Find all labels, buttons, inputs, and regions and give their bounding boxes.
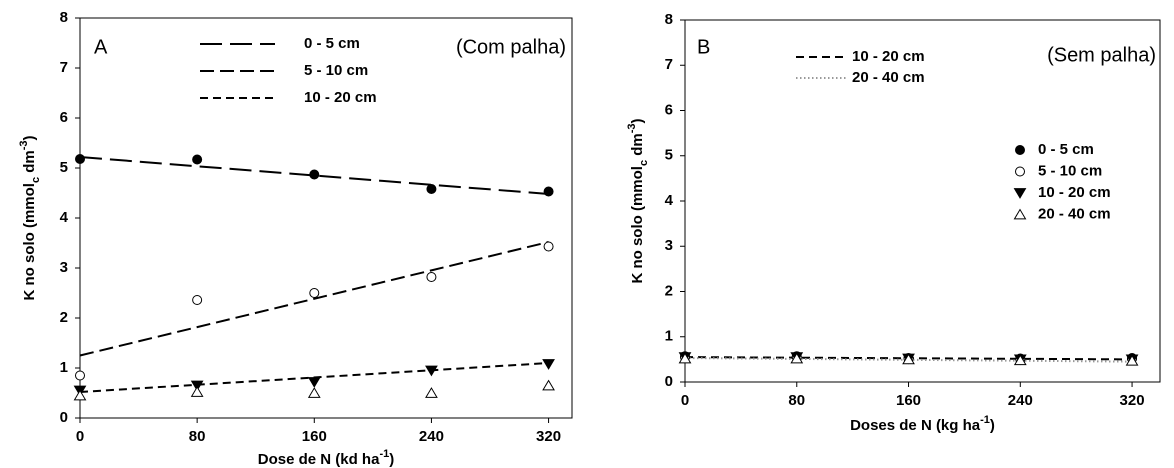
y-axis-label: K no solo (mmolc dm-3) — [626, 118, 650, 283]
fit-line — [79, 156, 549, 195]
x-tick-label: 320 — [1120, 392, 1145, 409]
y-tick-label: 2 — [60, 309, 68, 326]
data-point — [307, 387, 321, 398]
legend-label: 10 - 20 cm — [852, 48, 925, 65]
y-tick-label: 4 — [60, 209, 69, 226]
data-point — [75, 154, 85, 164]
panel-label: A — [94, 36, 108, 58]
data-point — [425, 365, 438, 377]
legend-marker — [1013, 188, 1027, 199]
y-label-part: K no solo (mmol — [629, 166, 646, 284]
data-point — [678, 352, 692, 364]
y-tick-label: 6 — [60, 109, 68, 126]
y-label-part: ) — [629, 118, 646, 123]
x-tick-label: 240 — [419, 428, 444, 445]
legend-label: 20 - 40 cm — [1038, 205, 1111, 222]
data-point — [543, 186, 554, 197]
y-label-part: K no solo (mmol — [21, 183, 38, 301]
legend-marker — [1015, 166, 1025, 177]
panel-label: B — [697, 36, 710, 58]
legend-label: 10 - 20 cm — [1038, 184, 1111, 201]
data-point — [192, 295, 203, 305]
fit-line — [79, 241, 549, 357]
data-point — [192, 154, 203, 165]
y-tick-label: 1 — [60, 359, 68, 376]
legend-label: 0 - 5 cm — [304, 35, 360, 52]
data-point — [542, 379, 555, 391]
data-point — [426, 184, 437, 194]
y-axis-label: K no solo (mmolc dm-3) — [18, 135, 42, 300]
legend-label: 5 - 10 cm — [1038, 162, 1102, 179]
data-point — [309, 288, 320, 298]
x-tick-label: 80 — [788, 392, 805, 409]
x-label-part: -1 — [379, 448, 389, 460]
x-tick-label: 0 — [681, 392, 689, 409]
x-axis-label: Doses de N (kg ha-1) — [850, 414, 995, 434]
legend-marker — [1013, 208, 1027, 220]
data-point — [309, 169, 320, 180]
data-point — [902, 353, 915, 365]
x-axis-label: Dose de N (kd ha-1) — [258, 448, 394, 468]
data-point — [426, 272, 437, 282]
legend-label: 10 - 20 cm — [304, 89, 377, 106]
y-label-part: dm — [21, 150, 38, 177]
x-label-part: -1 — [980, 414, 990, 426]
legend-label: 20 - 40 cm — [852, 69, 925, 86]
y-tick-label: 5 — [60, 159, 68, 176]
x-tick-label: 240 — [1008, 392, 1033, 409]
y-tick-label: 4 — [665, 192, 674, 209]
x-tick-label: 0 — [76, 428, 84, 445]
y-label-part: c — [638, 160, 650, 166]
x-tick-label: 80 — [189, 428, 206, 445]
x-tick-label: 320 — [536, 428, 561, 445]
x-label-part: Doses de N (kg ha — [850, 417, 981, 434]
y-tick-label: 7 — [665, 56, 673, 73]
data-point — [73, 389, 87, 401]
y-tick-label: 0 — [60, 409, 68, 426]
y-tick-label: 3 — [665, 237, 673, 254]
y-tick-label: 3 — [60, 259, 68, 276]
y-tick-label: 7 — [60, 59, 68, 76]
y-tick-label: 1 — [665, 328, 673, 345]
data-point — [190, 380, 204, 392]
x-tick-label: 160 — [302, 428, 327, 445]
y-label-part: -3 — [18, 140, 30, 150]
y-label-part: ) — [21, 135, 38, 140]
data-point — [543, 241, 554, 252]
y-label-part: c — [30, 177, 42, 183]
annotation: (Com palha) — [456, 36, 566, 58]
fit-line — [684, 357, 1133, 363]
y-tick-label: 8 — [60, 9, 68, 26]
y-tick-label: 5 — [665, 147, 673, 164]
data-point — [75, 370, 85, 381]
y-tick-label: 8 — [665, 11, 673, 28]
data-point — [542, 359, 555, 370]
data-point — [1013, 354, 1027, 366]
data-point — [425, 387, 438, 398]
data-point — [790, 352, 804, 364]
annotation: (Sem palha) — [1047, 44, 1156, 66]
x-tick-label: 160 — [896, 392, 921, 409]
y-label-part: dm — [629, 133, 646, 160]
data-point — [307, 377, 321, 388]
y-label-part: -3 — [626, 123, 638, 133]
x-label-part: ) — [389, 451, 394, 468]
y-tick-label: 6 — [665, 101, 673, 118]
data-point — [190, 386, 204, 397]
y-tick-label: 2 — [665, 282, 673, 299]
x-label-part: Dose de N (kd ha — [258, 451, 380, 468]
data-point — [1125, 354, 1139, 366]
legend-label: 5 - 10 cm — [304, 62, 368, 79]
x-label-part: ) — [990, 417, 995, 434]
y-tick-label: 0 — [665, 373, 673, 390]
legend-label: 0 - 5 cm — [1038, 141, 1094, 158]
legend-marker — [1015, 145, 1025, 155]
